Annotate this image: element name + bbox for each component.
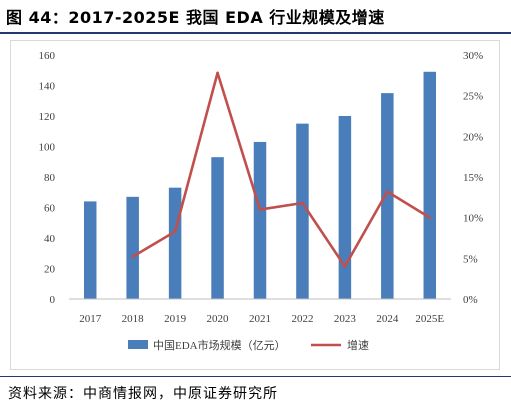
source-note: 资料来源：中商情报网，中原证券研究所 — [8, 386, 278, 402]
y-right-tick-label: 5% — [463, 253, 478, 265]
legend-bar-swatch — [128, 340, 148, 349]
y-right-tick-label: 15% — [463, 172, 483, 184]
growth-point — [386, 190, 389, 193]
bar — [381, 93, 394, 299]
bar — [83, 201, 97, 299]
bar — [168, 187, 182, 299]
y-right-tick-label: 0% — [463, 294, 478, 306]
source-divider — [0, 376, 511, 377]
x-tick-label: 2019 — [164, 313, 187, 325]
title-divider — [0, 32, 511, 34]
growth-point — [258, 208, 262, 211]
y-right-axis: 0% 5% 10% 15% 20% 25% 30% — [463, 50, 483, 306]
x-tick-label: 2018 — [122, 313, 145, 325]
legend-bar-label: 中国EDA市场规模（亿元） — [153, 338, 286, 352]
legend-line-label: 增速 — [347, 338, 369, 352]
x-tick-label: 2021 — [249, 313, 271, 325]
y-left-tick-label: 80 — [44, 172, 56, 184]
growth-point — [343, 265, 347, 268]
y-left-tick-label: 0 — [50, 294, 56, 306]
y-left-tick-label: 20 — [44, 264, 56, 276]
legend: 中国EDA市场规模（亿元） 增速 — [128, 338, 369, 352]
figure-title: 图 44：2017-2025E 我国 EDA 行业规模及增速 — [6, 8, 385, 27]
y-left-tick-label: 40 — [44, 233, 56, 245]
y-left-tick-label: 120 — [39, 111, 56, 123]
line-series — [131, 71, 432, 268]
chart-frame: 0 20 40 60 80 100 120 140 160 0% 5% 10% 15% 20% 25% 30… — [10, 40, 500, 370]
y-left-axis: 0 20 40 60 80 100 120 140 160 — [39, 50, 56, 306]
x-axis: 2017 2018 2019 2020 2021 2022 2023 2024 2025E — [69, 298, 451, 325]
x-tick-label: 2025E — [415, 313, 444, 325]
x-tick-label: 2024 — [376, 313, 399, 325]
growth-point — [216, 71, 219, 75]
growth-line — [132, 71, 431, 268]
y-right-tick-label: 20% — [463, 131, 483, 143]
x-tick-label: 2017 — [79, 313, 102, 325]
bar — [253, 141, 267, 299]
y-left-tick-label: 60 — [44, 203, 56, 215]
y-left-tick-label: 140 — [39, 81, 56, 93]
y-right-tick-label: 10% — [463, 213, 483, 225]
bar-series — [83, 71, 437, 300]
growth-point — [173, 230, 177, 233]
x-tick-label: 2020 — [207, 313, 230, 325]
y-right-tick-label: 30% — [463, 50, 483, 62]
growth-point — [131, 255, 134, 259]
x-tick-label: 2022 — [291, 313, 313, 325]
x-tick-label: 2023 — [334, 313, 357, 325]
chart-canvas: 0 20 40 60 80 100 120 140 160 0% 5% 10% 15% 20% 25% 30… — [39, 50, 484, 352]
bar — [423, 71, 437, 300]
growth-point — [301, 201, 304, 205]
y-left-tick-label: 100 — [39, 142, 56, 154]
bar — [211, 157, 224, 299]
bar — [296, 123, 309, 299]
bar — [126, 196, 139, 299]
y-left-tick-label: 160 — [39, 50, 56, 62]
growth-point — [428, 216, 432, 219]
y-right-tick-label: 25% — [463, 91, 483, 103]
bar — [338, 116, 352, 299]
